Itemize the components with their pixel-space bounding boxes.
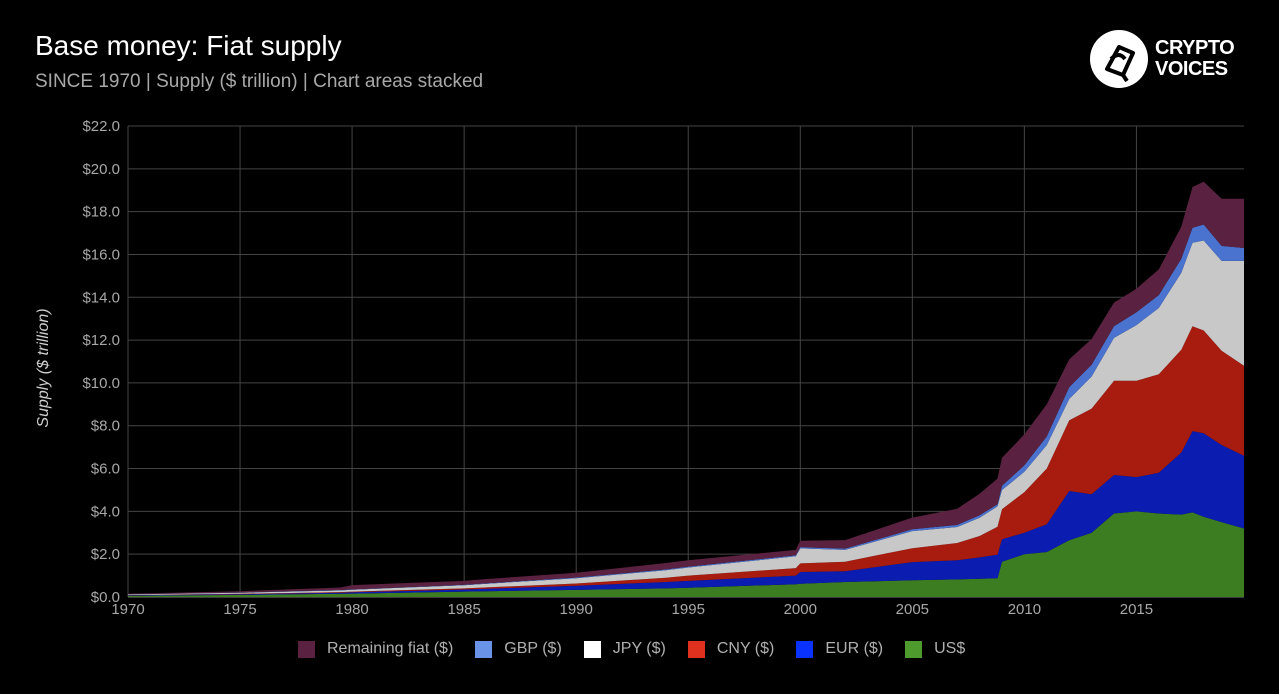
y-tick-label: $20.0	[82, 161, 120, 178]
legend-swatch	[687, 640, 705, 658]
legend-item-eur[interactable]: EUR ($)	[796, 640, 883, 658]
y-tick-label: $2.0	[91, 546, 120, 563]
chart-title: Base money: Fiat supply	[35, 30, 342, 61]
y-tick-label: $10.0	[82, 375, 120, 392]
chart-legend: Remaining fiat ($) GBP ($) JPY ($) CNY ($) E…	[298, 640, 987, 658]
area-usd	[128, 511, 1244, 597]
legend-swatch	[475, 640, 493, 658]
y-axis-label: Supply ($ trillion)	[35, 308, 52, 427]
legend-swatch	[905, 640, 923, 658]
x-tick-label: 2010	[1008, 601, 1041, 618]
chart-areas	[128, 181, 1244, 597]
logo-text: CRYPTO VOICES	[1155, 37, 1235, 80]
y-tick-label: $6.0	[91, 461, 120, 478]
x-tick-label: 1975	[223, 601, 256, 618]
legend-item-cny[interactable]: CNY ($)	[687, 640, 775, 658]
crypto-voices-icon	[1090, 30, 1148, 88]
legend-swatch	[796, 640, 814, 658]
legend-label: JPY ($)	[612, 640, 666, 657]
legend-label: CNY ($)	[716, 640, 775, 657]
legend-item-jpy[interactable]: JPY ($)	[583, 640, 666, 658]
x-tick-label: 1980	[335, 601, 368, 618]
x-axis-ticks: 1970 1975 1980 1985 1990 1995 2000 2005 2010 2015	[111, 601, 1153, 618]
y-tick-label: $0.0	[91, 589, 120, 606]
crypto-voices-logo: CRYPTO VOICES	[1089, 29, 1249, 91]
legend-swatch	[298, 640, 315, 658]
legend-label: EUR ($)	[825, 640, 884, 657]
legend-item-gbp[interactable]: GBP ($)	[475, 640, 562, 658]
x-tick-label: 1995	[672, 601, 705, 618]
legend-label: US$	[934, 640, 966, 657]
y-tick-label: $14.0	[82, 289, 120, 306]
x-tick-label: 2015	[1120, 601, 1153, 618]
x-tick-label: 2000	[784, 601, 817, 618]
chart-subtitle: SINCE 1970 | Supply ($ trillion) | Chart…	[35, 71, 484, 92]
y-axis-ticks: $0.0 $2.0 $4.0 $6.0 $8.0 $10.0 $12.0 $14.0 $16.0…	[82, 118, 120, 606]
x-tick-label: 1970	[111, 601, 144, 618]
y-tick-label: $22.0	[82, 118, 120, 135]
x-tick-label: 1990	[560, 601, 593, 618]
y-tick-label: $4.0	[91, 503, 120, 520]
legend-swatch	[583, 640, 601, 658]
logo-line-1: CRYPTO	[1155, 37, 1235, 59]
y-tick-label: $18.0	[82, 204, 120, 221]
legend-label: GBP ($)	[504, 640, 562, 657]
y-tick-label: $12.0	[82, 332, 120, 349]
legend-label: Remaining fiat ($)	[327, 640, 454, 657]
logo-line-2: VOICES	[1155, 58, 1228, 80]
y-tick-label: $8.0	[91, 418, 120, 435]
legend-item-usd[interactable]: US$	[905, 640, 965, 658]
x-tick-label: 1985	[447, 601, 480, 618]
x-tick-label: 2005	[896, 601, 929, 618]
legend-item-remaining[interactable]: Remaining fiat ($)	[298, 640, 453, 658]
y-tick-label: $16.0	[82, 246, 120, 263]
